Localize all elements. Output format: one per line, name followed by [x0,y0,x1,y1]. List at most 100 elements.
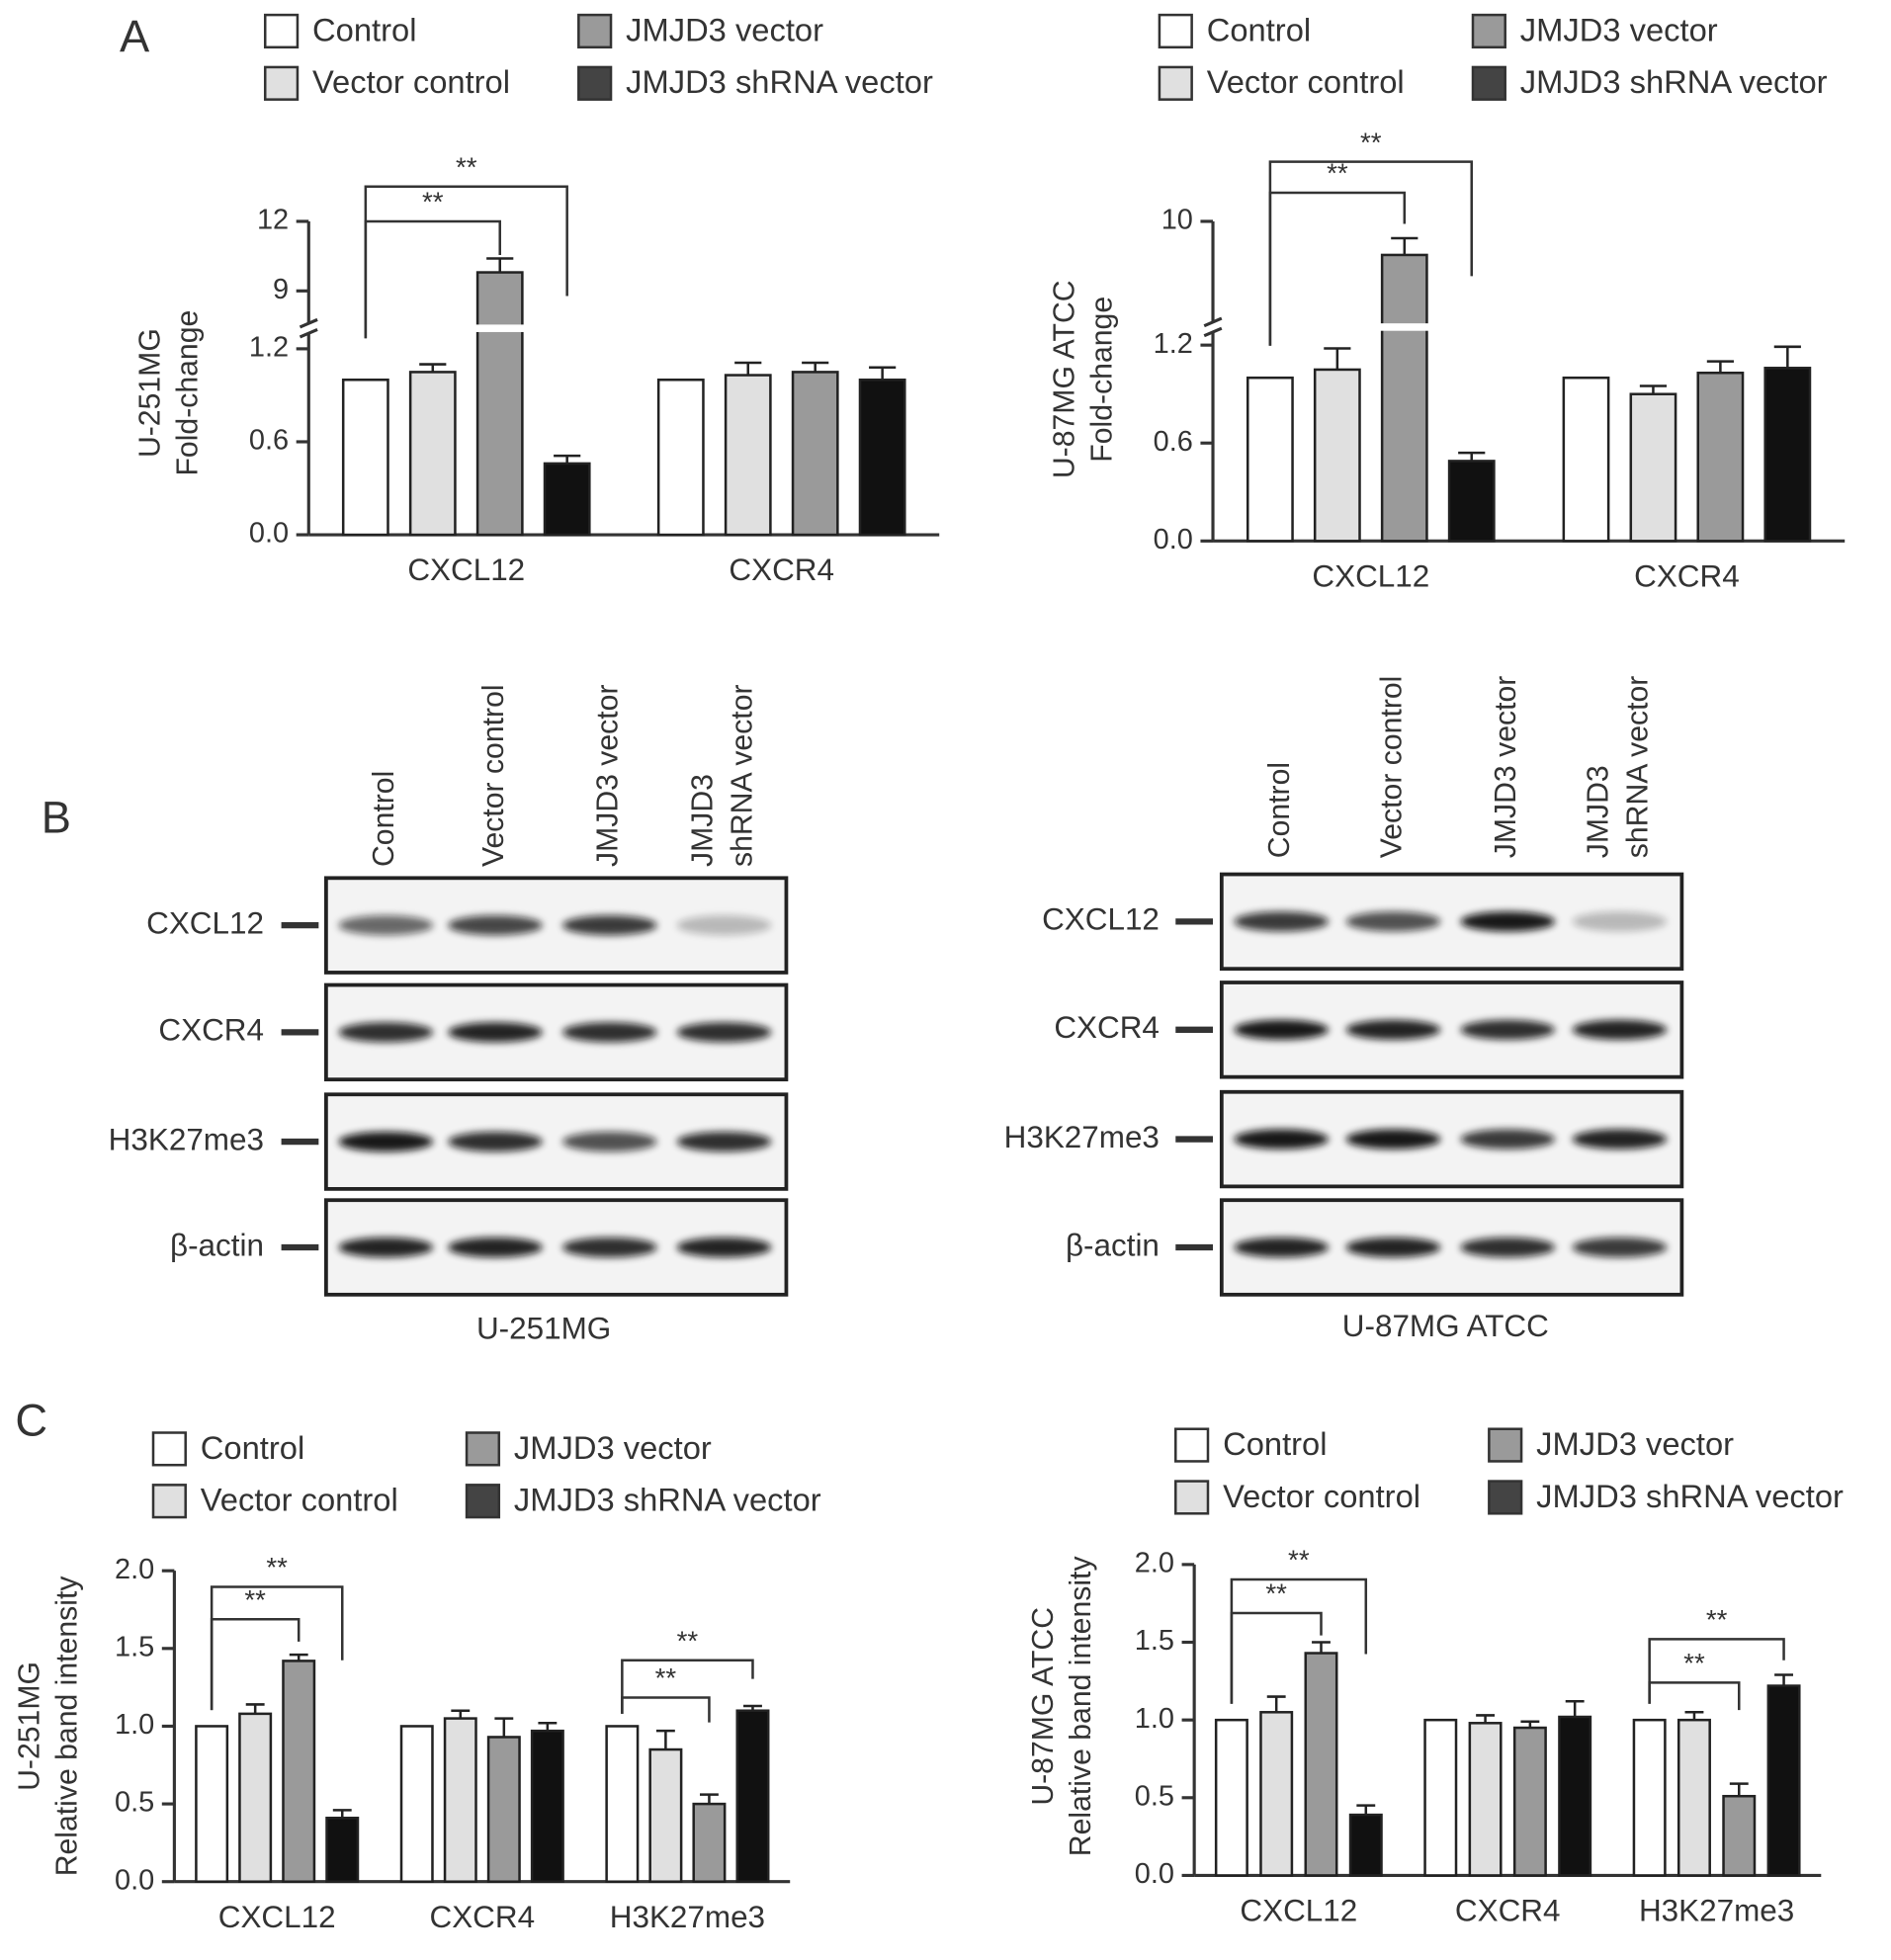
bar [858,378,906,537]
error-bar [1639,384,1668,394]
panel-label: A [120,11,150,61]
bar [408,371,457,537]
error-bar [1773,345,1801,369]
y-tick-label: 9 [273,274,289,305]
bar [1722,1794,1757,1877]
error-bar [1520,1720,1540,1729]
bar-chart: 0.0 0.5 1.0 1.5 2.0 U-87MG ATCC Relative band … [1027,1425,1844,1928]
lane-label: Control [368,771,400,867]
blot-band [676,1236,772,1258]
axis-break [299,317,318,329]
blot-band [338,915,434,936]
panel-label: B [42,792,71,842]
lane-label: JMJD3 [686,774,719,867]
blot-caption: U-251MG [476,1312,611,1346]
error-bar [802,361,829,373]
significance-bracket [1230,1577,1368,1704]
bar [1562,376,1610,543]
error-bar [1391,236,1418,255]
lane-label: shRNA vector [727,684,759,867]
x-tick-label: CXCR4 [1634,558,1740,593]
blot-band [1460,1236,1556,1258]
bar [1304,1652,1338,1877]
significance-bracket [621,1659,754,1714]
lane-label: shRNA vector [1622,676,1655,859]
bar [1766,1684,1801,1877]
error-bar [1774,1673,1793,1686]
legend-label: JMJD3 vector [514,1429,712,1466]
bar [195,1725,229,1883]
y-tick-label: 0.6 [1154,426,1193,458]
x-tick-label: CXCR4 [729,553,834,587]
legend-label: JMJD3 shRNA vector [626,63,933,100]
y-tick-label: 2.0 [1135,1548,1174,1579]
blot-band [1460,1129,1556,1150]
axis-break [1203,316,1223,328]
bar [1246,376,1294,543]
legend-label: Vector control [201,1482,398,1518]
row-label: CXCR4 [158,1013,264,1048]
y-tick-label: 0.5 [115,1787,154,1819]
error-bar [1324,347,1351,370]
x-tick-label: CXCR4 [430,1900,536,1934]
legend-swatch [1174,1427,1210,1463]
legend-swatch [577,13,613,49]
bar [648,1747,683,1883]
blot-band [1345,1129,1441,1150]
bar [1447,460,1496,543]
lane-label: JMJD3 vector [592,684,625,867]
y-axis-label: U-251MG [134,328,167,458]
error-bar [419,363,447,373]
blot-band [338,1236,434,1258]
x-tick-label: CXCL12 [1312,558,1429,593]
bar [475,271,524,537]
error-bar [1729,1782,1749,1797]
blot-band [1572,911,1668,932]
y-tick-label: 0.6 [249,425,289,457]
blot-band [561,1132,657,1152]
error-bar [655,1729,675,1750]
error-bar [1684,1711,1704,1721]
significance-label: ** [1327,158,1348,189]
bar [1348,1813,1383,1877]
legend-swatch [465,1431,501,1467]
y-tick-label: 1.5 [1135,1625,1174,1657]
y-axis-label: U-87MG ATCC [1049,280,1081,478]
bar [1468,1722,1503,1877]
blot-band [338,1022,434,1043]
x-tick-label: H3K27me3 [610,1900,765,1934]
blot-caption: U-87MG ATCC [1342,1309,1549,1343]
legend-label: Control [312,11,416,47]
blot-band [448,1132,543,1152]
y-tick-label: 1.2 [249,332,289,364]
bar [1423,1718,1458,1877]
legend-swatch [1158,65,1193,101]
significance-label: ** [655,1662,677,1693]
significance-label: ** [422,187,444,217]
y-axis-label: Fold-change [1085,297,1118,463]
legend-label: Vector control [312,63,510,100]
western-blot: Control Vector control JMJD3 vector JMJD3 sh… [109,684,789,1346]
error-bar [1312,1641,1331,1654]
blot-band [1234,1019,1330,1040]
y-axis-label: Relative band intensity [50,1576,83,1877]
legend-label: Control [1223,1425,1327,1462]
bar [443,1717,477,1883]
error-bar [245,1703,265,1714]
significance-bracket [1648,1638,1785,1704]
error-bar [538,1722,558,1732]
blot-band [1234,911,1330,932]
error-bar [332,1809,352,1819]
bar [605,1725,640,1883]
significance-label: ** [677,1625,699,1656]
bar [1558,1715,1592,1877]
legend-swatch [1174,1480,1210,1515]
significance-bracket [364,185,568,339]
error-bar [451,1709,471,1719]
lane-label: JMJD3 [1582,765,1614,858]
legend-label: JMJD3 shRNA vector [1536,1478,1844,1514]
y-axis-label: U-87MG ATCC [1027,1607,1060,1806]
bar [1214,1718,1248,1877]
lane-label: JMJD3 vector [1490,676,1522,859]
